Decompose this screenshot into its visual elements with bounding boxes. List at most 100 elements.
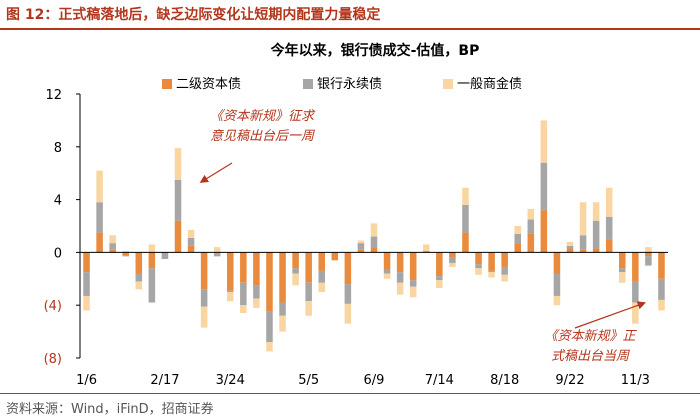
bar-perpetual bbox=[161, 252, 169, 259]
bar-general bbox=[83, 295, 90, 311]
footer-divider bbox=[0, 393, 700, 394]
y-tick-label: (4) bbox=[44, 299, 62, 314]
bar-perpetual bbox=[449, 257, 456, 263]
bar-general bbox=[213, 247, 221, 253]
bar-perpetual bbox=[227, 290, 234, 292]
bar-general bbox=[632, 302, 639, 324]
bar-perpetual bbox=[109, 243, 116, 250]
bar-tier2 bbox=[331, 252, 339, 261]
bar-perpetual bbox=[318, 270, 325, 283]
bar-general bbox=[305, 301, 312, 316]
figure-title: 图 12：正式稿落地后，缺乏边际变化让短期内配置力量稳定 bbox=[6, 7, 381, 23]
bar-general bbox=[122, 251, 129, 253]
annotation-text: 《资本新规》正 bbox=[544, 329, 637, 344]
bar-tier2 bbox=[370, 247, 378, 253]
bar-perpetual bbox=[279, 302, 286, 316]
bar-general bbox=[527, 208, 535, 220]
bar-tier2 bbox=[187, 245, 195, 253]
y-tick-label: (8) bbox=[44, 352, 62, 367]
bar-tier2 bbox=[318, 252, 325, 271]
bar-tier2 bbox=[501, 252, 508, 267]
bar-general bbox=[279, 315, 286, 332]
bar-perpetual bbox=[514, 233, 521, 244]
y-tick-label: 12 bbox=[45, 88, 62, 103]
bar-perpetual bbox=[122, 255, 129, 257]
annotation-arrow bbox=[199, 162, 233, 183]
x-tick-label: 5/5 bbox=[298, 373, 319, 388]
bar-tier2 bbox=[122, 252, 129, 256]
y-tick-label: 8 bbox=[54, 141, 62, 156]
bar-general bbox=[96, 170, 103, 203]
bar-tier2 bbox=[213, 252, 221, 254]
bar-general bbox=[553, 295, 561, 306]
bar-tier2 bbox=[109, 249, 116, 253]
chart-title: 今年以来，银行债成交-估值，BP bbox=[270, 42, 480, 59]
bar-tier2 bbox=[227, 252, 234, 291]
legend-swatch bbox=[162, 79, 172, 89]
x-tick-label: 9/22 bbox=[555, 373, 584, 388]
bar-perpetual bbox=[619, 268, 626, 273]
bar-perpetual bbox=[540, 162, 548, 211]
bar-perpetual bbox=[370, 236, 378, 248]
bar-tier2 bbox=[514, 243, 521, 253]
bar-tier2 bbox=[148, 252, 156, 269]
bar-perpetual bbox=[344, 284, 352, 304]
bar-tier2 bbox=[279, 252, 286, 303]
bar-general bbox=[370, 223, 378, 237]
bar-tier2 bbox=[305, 252, 312, 283]
bar-general bbox=[383, 273, 391, 279]
bar-tier2 bbox=[423, 251, 430, 253]
bar-general bbox=[200, 306, 208, 328]
bar-perpetual bbox=[658, 278, 665, 300]
bar-perpetual bbox=[645, 256, 652, 266]
bar-perpetual bbox=[240, 282, 247, 306]
bar-perpetual bbox=[396, 272, 404, 283]
bar-general bbox=[514, 226, 521, 234]
bar-general bbox=[227, 292, 234, 302]
bar-perpetual bbox=[96, 202, 103, 233]
bar-tier2 bbox=[96, 232, 103, 253]
x-axis: 1/6 2/17 3/24 5/5 6/9 7/14 8/18 9/22 11/3 bbox=[76, 251, 668, 388]
bar-tier2 bbox=[488, 252, 495, 271]
bar-perpetual bbox=[527, 219, 535, 234]
x-tick-label: 6/9 bbox=[364, 373, 385, 388]
bar-general bbox=[240, 305, 247, 314]
bar-tier2 bbox=[344, 252, 352, 285]
annotation-arrow bbox=[574, 301, 646, 329]
y-axis: (8) (4) 0 4 8 12 bbox=[44, 88, 81, 367]
bar-tier2 bbox=[658, 252, 665, 279]
bar-general bbox=[109, 235, 116, 244]
bar-tier2 bbox=[396, 252, 404, 273]
bar-tier2 bbox=[436, 252, 443, 277]
bar-general bbox=[187, 229, 195, 238]
bar-perpetual bbox=[253, 285, 260, 299]
bar-perpetual bbox=[383, 269, 391, 274]
bar-general bbox=[344, 303, 352, 324]
bar-general bbox=[540, 120, 548, 163]
bar-perpetual bbox=[174, 179, 182, 221]
bar-perpetual bbox=[605, 216, 613, 240]
bar-tier2 bbox=[645, 252, 652, 257]
bar-general bbox=[148, 244, 156, 253]
y-tick-label: 4 bbox=[54, 194, 62, 209]
x-tick-label: 2/17 bbox=[150, 373, 179, 388]
bar-tier2 bbox=[619, 252, 626, 269]
bar-perpetual bbox=[266, 311, 273, 343]
bar-general bbox=[488, 272, 495, 278]
bar-general bbox=[318, 282, 325, 292]
bar-perpetual bbox=[553, 273, 561, 296]
bar-general bbox=[579, 202, 587, 236]
bar-tier2 bbox=[475, 252, 482, 265]
title-divider bbox=[0, 28, 700, 30]
x-tick-label: 11/3 bbox=[621, 373, 650, 388]
bar-tier2 bbox=[527, 233, 535, 253]
bar-tier2 bbox=[462, 232, 469, 253]
bar-tier2 bbox=[83, 252, 90, 273]
bar-general bbox=[566, 241, 574, 246]
bar-general bbox=[475, 268, 482, 275]
x-tick-label: 1/6 bbox=[76, 373, 97, 388]
